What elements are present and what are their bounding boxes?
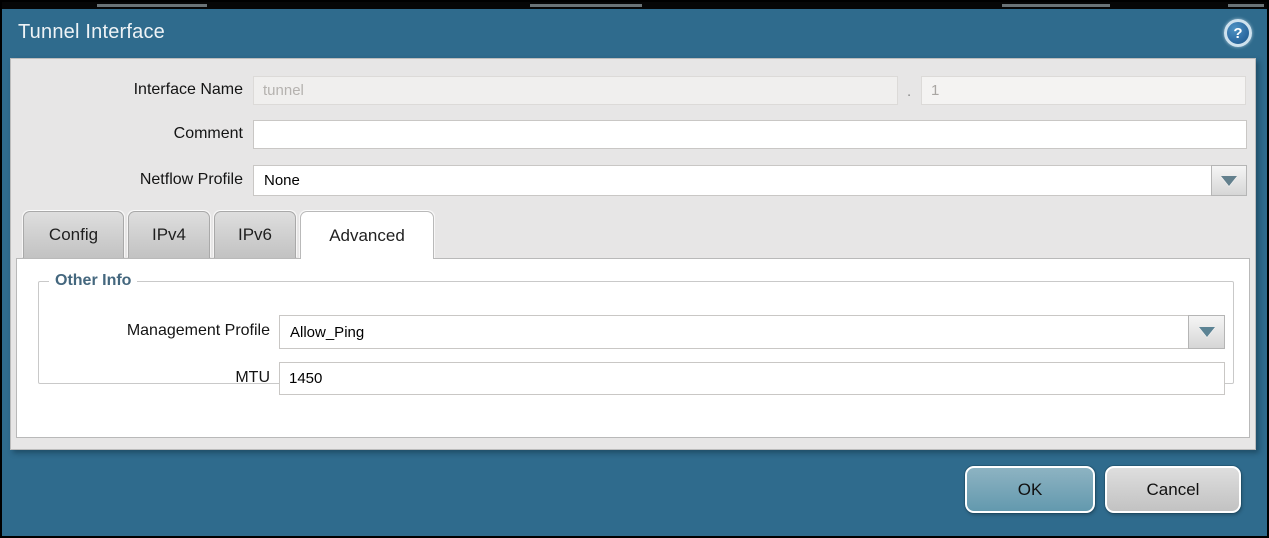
ok-button[interactable]: OK [965,466,1095,513]
tab-ipv4-label: IPv4 [151,225,187,244]
tab-ipv6-label: IPv6 [237,225,273,244]
question-mark-glyph: ? [1233,24,1243,42]
clipped-background-text [97,4,207,7]
help-icon[interactable]: ? [1224,19,1252,47]
management-profile-dropdown-button[interactable] [1188,315,1225,349]
interface-name-input [253,76,898,105]
tab-ipv4[interactable]: IPv4 [128,211,210,258]
clipped-background-page [2,2,1267,9]
comment-input[interactable] [253,120,1247,149]
clipped-background-text [530,4,642,7]
tab-config-label: Config [48,225,99,244]
netflow-profile-value: None [253,165,1211,196]
mtu-input[interactable] [279,362,1225,395]
tab-config[interactable]: Config [23,211,124,258]
management-profile-select[interactable]: Allow_Ping [279,315,1225,349]
interface-name-label: Interface Name [133,81,243,98]
tab-advanced[interactable]: Advanced [300,211,434,259]
clipped-background-text [1228,4,1264,7]
management-profile-label: Management Profile [126,322,270,339]
netflow-dropdown-button[interactable] [1211,165,1247,196]
advanced-tab-panel: Other Info Management Profile Allow_Ping… [16,258,1250,438]
cancel-button[interactable]: Cancel [1105,466,1241,513]
dialog-title: Tunnel Interface [18,21,165,43]
comment-label: Comment [173,125,243,142]
tab-advanced-label: Advanced [329,225,405,245]
chevron-down-icon [1198,327,1215,337]
interface-unit-input[interactable] [921,76,1246,105]
ok-button-label: OK [1017,479,1043,499]
chevron-down-icon [1221,175,1237,186]
tab-ipv6[interactable]: IPv6 [214,211,296,258]
cancel-button-label: Cancel [1146,479,1200,499]
management-profile-value: Allow_Ping [279,315,1188,349]
interface-unit-separator: . [907,83,912,100]
tab-bar: Config IPv4 IPv6 Advanced [11,211,1255,259]
mtu-label: MTU [235,369,270,386]
other-info-legend: Other Info [55,272,132,289]
dialog-body: Interface Name . Comment Netflow Profile… [10,58,1256,450]
netflow-profile-select[interactable]: None [253,165,1247,196]
clipped-background-text [1002,4,1110,7]
netflow-profile-label: Netflow Profile [139,171,243,188]
